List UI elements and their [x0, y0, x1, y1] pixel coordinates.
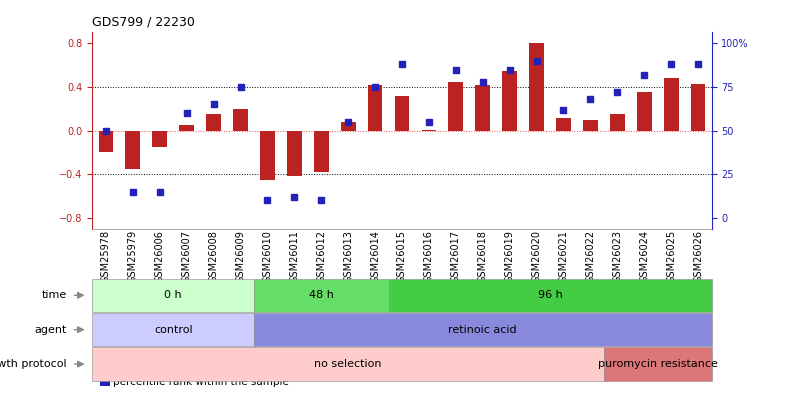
Bar [233, 109, 247, 130]
Bar [340, 122, 355, 130]
Bar [394, 96, 409, 130]
Text: puromycin resistance: puromycin resistance [597, 359, 717, 369]
Bar [313, 130, 328, 172]
Bar [448, 81, 463, 130]
Text: retinoic acid: retinoic acid [448, 325, 516, 335]
Text: GDS799 / 22230: GDS799 / 22230 [92, 15, 195, 28]
Bar [367, 85, 382, 130]
Text: log ratio: log ratio [113, 366, 157, 376]
Bar [690, 84, 704, 130]
Bar [582, 120, 597, 130]
Bar [528, 43, 544, 130]
Bar [179, 125, 194, 130]
Text: percentile rank within the sample: percentile rank within the sample [113, 377, 289, 387]
Text: agent: agent [35, 325, 67, 335]
Bar [663, 78, 678, 130]
Bar [502, 70, 516, 130]
Bar [152, 130, 167, 147]
Bar [206, 114, 221, 130]
Bar [287, 130, 301, 177]
Text: 96 h: 96 h [537, 290, 562, 300]
Text: 0 h: 0 h [164, 290, 181, 300]
Bar [259, 130, 275, 180]
Text: time: time [42, 290, 67, 300]
Text: control: control [153, 325, 192, 335]
Bar [99, 130, 113, 152]
Text: growth protocol: growth protocol [0, 359, 67, 369]
Bar [556, 117, 570, 130]
Text: no selection: no selection [314, 359, 381, 369]
Bar [609, 114, 624, 130]
Bar [125, 130, 140, 169]
Bar [475, 85, 490, 130]
Text: 48 h: 48 h [308, 290, 333, 300]
Bar [636, 92, 651, 130]
